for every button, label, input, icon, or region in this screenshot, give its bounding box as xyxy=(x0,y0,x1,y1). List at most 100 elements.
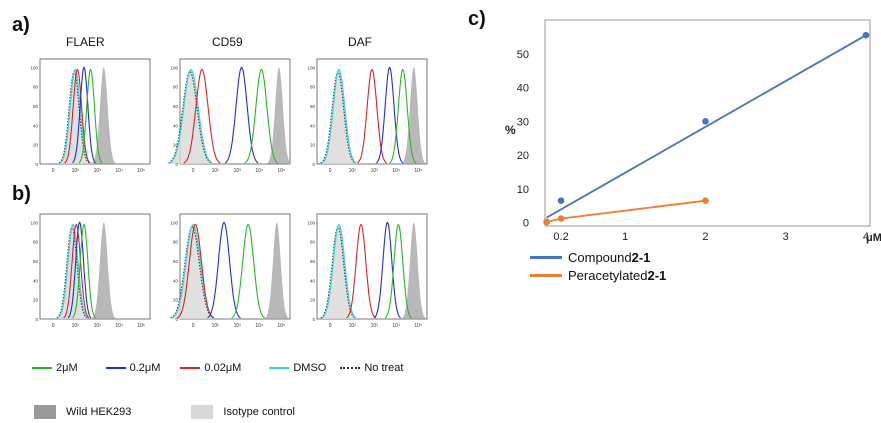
histogram-y-tick-label: 60 xyxy=(33,104,39,109)
histogram-y-tick-label: 80 xyxy=(33,240,39,245)
legend-swatch-no-treat xyxy=(340,367,361,369)
chart-c-x-axis-label: μM xyxy=(866,232,881,244)
legend-swatch-isotype xyxy=(191,405,214,419)
legend-label-2um: 2μM xyxy=(56,362,78,374)
chart-c-x-tick-label: 4 xyxy=(863,231,869,243)
histogram-y-tick-label: 80 xyxy=(310,85,316,90)
column-title-daf: DAF xyxy=(348,35,372,49)
histogram-y-tick-label: 60 xyxy=(173,259,179,264)
curve-2um xyxy=(389,68,417,164)
chart-c-legend-peracetylated: Peracetylated 2-1 xyxy=(530,268,666,283)
histogram-a-daf: 0 20 40 60 80 100 0 10² 10³ 10⁴ 10⁵ xyxy=(307,58,428,174)
data-point-compound xyxy=(702,118,709,125)
histogram-y-tick-label: 0 xyxy=(35,162,38,167)
wild-hek293-peak xyxy=(402,67,426,164)
curve-2um xyxy=(384,223,412,319)
histogram-y-tick-label: 0 xyxy=(312,317,315,322)
histogram-y-tick-label: 100 xyxy=(170,65,178,70)
histogram-x-tick-label: 10⁵ xyxy=(277,323,285,329)
isotype-control-peak xyxy=(321,69,357,164)
histogram-y-tick-label: 80 xyxy=(33,85,39,90)
histogram-y-tick-label: 0 xyxy=(312,162,315,167)
series-line-compound xyxy=(546,34,867,219)
dmso-curve xyxy=(169,68,213,164)
histogram-y-tick-label: 20 xyxy=(33,143,39,148)
data-point-peracetylated xyxy=(543,218,550,226)
histogram-x-tick-label: 10⁵ xyxy=(414,323,422,329)
chart-c-y-tick-label: 50 xyxy=(517,49,529,61)
chart-c-legend-compound: Compound 2-1 xyxy=(530,250,650,265)
histogram-y-tick-label: 100 xyxy=(30,65,38,70)
histogram-y-tick-label: 40 xyxy=(173,123,179,128)
histogram-x-tick-label: 10⁵ xyxy=(414,168,422,174)
legend-line-peracetylated xyxy=(530,274,562,277)
histogram-x-tick-label: 10³ xyxy=(94,323,102,329)
legend-label-no-treat: No treat xyxy=(364,362,404,374)
histogram-frame xyxy=(39,213,151,320)
treatment-legend: 2μM 0.2μM 0.02μM DMSO No treat xyxy=(32,362,417,374)
histogram-y-tick-label: 40 xyxy=(310,123,316,128)
chart-c-y-tick-label: 40 xyxy=(517,83,529,95)
legend-swatch-wild xyxy=(34,405,56,419)
dmso-curve xyxy=(321,68,357,164)
legend-item-0-02um: 0.02μM xyxy=(180,362,241,374)
curve-0-02um xyxy=(176,223,214,319)
histogram-y-tick-label: 100 xyxy=(170,220,178,225)
legend-item-dmso: DMSO xyxy=(269,362,326,374)
histogram-y-tick-label: 20 xyxy=(33,298,39,303)
wild-hek293-peak xyxy=(267,67,291,164)
curve-2um xyxy=(231,223,266,319)
legend-label-peracetylated-plain: Peracetylated xyxy=(568,268,648,283)
legend-label-compound-bold: 2-1 xyxy=(631,250,651,265)
histogram-x-tick-label: 10² xyxy=(72,323,80,329)
curve-2um xyxy=(244,68,279,164)
histogram-x-tick-label: 0 xyxy=(192,168,195,174)
legend-item-wild: Wild HEK293 xyxy=(34,405,131,419)
histogram-y-tick-label: 60 xyxy=(33,259,39,264)
no-treat-curve xyxy=(168,70,212,164)
wild-hek293-peak xyxy=(402,222,426,319)
histogram-y-tick-label: 40 xyxy=(310,278,316,283)
curve-0-02um xyxy=(64,68,91,164)
dmso-curve xyxy=(321,223,357,319)
histogram-y-tick-label: 80 xyxy=(310,240,316,245)
histogram-y-tick-label: 0 xyxy=(175,162,178,167)
legend-label-dmso: DMSO xyxy=(293,362,327,374)
curve-2um xyxy=(72,223,96,319)
chart-c-x-tick-label: 0.2 xyxy=(553,231,568,243)
histogram-y-tick-label: 100 xyxy=(307,65,315,70)
chart-c: 0 10 20 30 40 50 0.2 1 2 3 4μM% xyxy=(505,19,881,244)
column-title-flaer: FLAER xyxy=(66,35,105,49)
histogram-b-cd59: 0 20 40 60 80 100 0 10² 10³ 10⁴ 10⁵ xyxy=(170,213,291,329)
histogram-x-tick-label: 10³ xyxy=(234,168,242,174)
curve-0-2um xyxy=(224,66,259,164)
curve-0-2um xyxy=(207,221,241,319)
histogram-y-tick-label: 20 xyxy=(310,298,316,303)
histogram-y-tick-label: 0 xyxy=(175,317,178,322)
histogram-y-tick-label: 60 xyxy=(310,104,316,109)
cell-legend: Wild HEK293 Isotype control xyxy=(34,405,309,419)
histogram-x-tick-label: 10³ xyxy=(371,323,379,329)
histogram-x-tick-label: 10⁴ xyxy=(115,168,123,174)
histogram-x-tick-label: 10⁴ xyxy=(392,323,400,329)
legend-swatch-0-02um xyxy=(180,367,201,369)
legend-label-compound-plain: Compound xyxy=(568,250,632,265)
histogram-x-tick-label: 10² xyxy=(212,168,220,174)
curve-0-02um xyxy=(357,68,387,164)
histogram-b-daf: 0 20 40 60 80 100 0 10² 10³ 10⁴ 10⁵ xyxy=(307,213,428,329)
data-point-compound xyxy=(557,197,565,204)
histogram-y-tick-label: 100 xyxy=(307,220,315,225)
histogram-x-tick-label: 0 xyxy=(192,323,195,329)
curve-0-02um xyxy=(346,223,376,319)
chart-c-y-axis-label: % xyxy=(505,123,516,137)
wild-hek293-peak xyxy=(92,67,116,164)
panel-a-label: a) xyxy=(12,14,30,36)
histogram-y-tick-label: 40 xyxy=(33,278,39,283)
chart-c-x-tick-label: 1 xyxy=(622,231,628,243)
curve-0-2um xyxy=(72,66,96,164)
histogram-x-tick-label: 10³ xyxy=(371,168,379,174)
legend-item-isotype: Isotype control xyxy=(191,405,295,419)
data-point-compound xyxy=(862,31,870,39)
legend-label-wild: Wild HEK293 xyxy=(66,406,132,418)
legend-item-2um: 2μM xyxy=(32,362,78,374)
